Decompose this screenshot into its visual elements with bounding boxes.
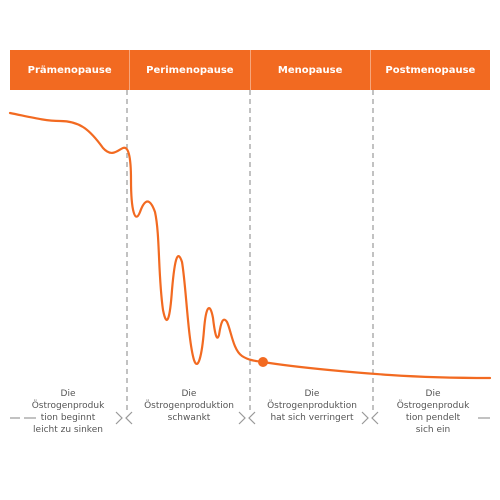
description-line: Die (181, 389, 197, 399)
description-perimenopause: Die Östrogenproduktion schwankt (134, 388, 244, 424)
timeline-brackets (10, 411, 490, 425)
description-menopause: Die Östrogenproduktion hat sich verringe… (257, 388, 367, 424)
description-line: leicht zu sinken (33, 425, 103, 435)
description-line: tion pendelt (405, 413, 461, 423)
phase-premenopause: Prämenopause (10, 50, 131, 90)
description-line: Die (60, 389, 76, 399)
phase-menopause: Menopause (251, 50, 371, 90)
description-postmenopause: Die Östrogenproduk tion pendelt sich ein (378, 388, 488, 436)
description-line: hat sich verringert (270, 413, 354, 423)
phase-postmenopause: Postmenopause (385, 64, 476, 76)
description-line: Östrogenproduktion (144, 401, 234, 411)
description-line: Die (425, 389, 441, 399)
estrogen-curve (8, 111, 492, 380)
description-line: tion beginnt (40, 413, 96, 423)
description-line: schwankt (167, 413, 211, 423)
menopause-marker (258, 357, 268, 367)
description-line: Östrogenproduk (31, 401, 105, 411)
description-premenopause: Die Östrogenproduk tion beginnt leicht z… (13, 388, 123, 436)
description-line: Die (304, 389, 320, 399)
description-line: sich ein (415, 425, 451, 435)
description-line: Östrogenproduk (396, 401, 470, 411)
phase-perimenopause: Perimenopause (130, 50, 251, 90)
phase-header-bar: Prämenopause Perimenopause Menopause Pos… (10, 50, 490, 90)
description-line: Östrogenproduktion (267, 401, 357, 411)
